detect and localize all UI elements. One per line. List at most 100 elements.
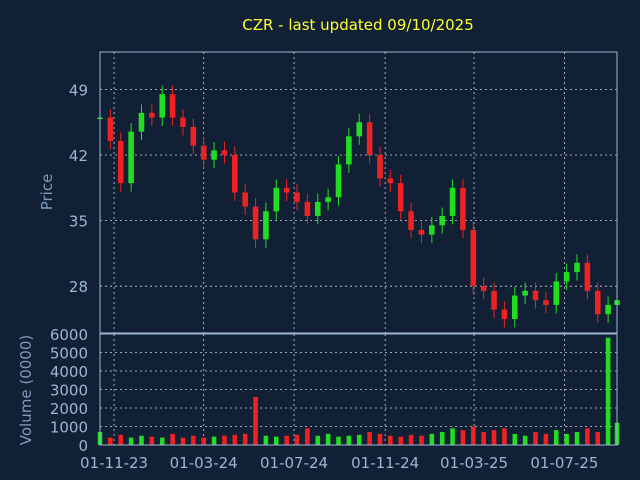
candle-body bbox=[418, 229, 425, 235]
candle-body bbox=[480, 286, 487, 291]
volume-y-tick-label: 4000 bbox=[50, 363, 88, 381]
volume-y-tick-label: 5000 bbox=[50, 345, 88, 363]
volume-bar bbox=[159, 437, 165, 445]
volume-bar bbox=[108, 437, 113, 445]
candle-body bbox=[594, 290, 601, 315]
candle-body bbox=[563, 272, 570, 282]
candle-body bbox=[211, 150, 217, 160]
volume-bar bbox=[491, 430, 497, 445]
candle-body bbox=[273, 187, 280, 212]
volume-bar bbox=[367, 432, 372, 445]
volume-bar bbox=[450, 428, 455, 445]
volume-bar bbox=[128, 437, 134, 445]
candle-body bbox=[325, 197, 331, 202]
candle-body bbox=[242, 192, 248, 207]
volume-bar bbox=[222, 435, 227, 445]
volume-bar bbox=[398, 436, 404, 445]
candle-body bbox=[366, 122, 373, 156]
price-y-ticks: 28 35 42 49 bbox=[69, 81, 88, 296]
chart-title: CZR - last updated 09/10/2025 bbox=[242, 16, 474, 34]
volume-bar bbox=[294, 434, 300, 445]
price-candles bbox=[97, 85, 620, 328]
volume-bar bbox=[274, 436, 279, 445]
candle-body bbox=[200, 145, 207, 160]
x-tick-label: 01-07-24 bbox=[260, 454, 328, 472]
candle-body bbox=[397, 183, 404, 212]
price-y-tick-label: 42 bbox=[69, 147, 88, 165]
volume-bar bbox=[253, 396, 258, 445]
candle-body bbox=[439, 215, 445, 226]
volume-bar bbox=[191, 435, 196, 445]
volume-bar bbox=[325, 433, 331, 445]
candle-body bbox=[346, 136, 352, 165]
volume-bar bbox=[522, 435, 528, 445]
volume-bar bbox=[595, 432, 601, 445]
volume-bar bbox=[263, 435, 269, 445]
volume-bar bbox=[533, 432, 538, 445]
candle-body bbox=[511, 295, 518, 319]
candle-body bbox=[221, 150, 228, 156]
volume-bar bbox=[460, 430, 466, 445]
volume-bar bbox=[502, 428, 507, 445]
price-y-tick-label: 28 bbox=[69, 278, 88, 296]
volume-bar bbox=[170, 433, 175, 445]
candle-body bbox=[190, 126, 197, 146]
volume-bar bbox=[211, 436, 217, 445]
volume-bar bbox=[543, 433, 549, 445]
candle-body bbox=[149, 112, 155, 118]
volume-bar bbox=[408, 434, 414, 445]
candle-body bbox=[159, 94, 166, 118]
candle-body bbox=[605, 304, 611, 315]
volume-axis-label: Volume (0000) bbox=[17, 335, 35, 445]
candle-body bbox=[470, 229, 477, 287]
candle-body bbox=[107, 117, 114, 141]
volume-bar bbox=[201, 437, 206, 445]
volume-bar bbox=[336, 436, 341, 445]
candle-body bbox=[449, 187, 456, 216]
candle-body bbox=[283, 187, 290, 193]
candle-body bbox=[543, 300, 549, 305]
candle-body bbox=[377, 155, 383, 179]
price-panel: 28 35 42 49 Price bbox=[38, 51, 620, 334]
volume-bar bbox=[439, 432, 445, 445]
candle-body bbox=[387, 178, 394, 184]
x-tick-label: 01-11-23 bbox=[80, 454, 148, 472]
volume-bar bbox=[585, 428, 590, 445]
volume-bar bbox=[346, 435, 352, 445]
candle-body bbox=[117, 140, 124, 184]
volume-panel-frame bbox=[99, 333, 618, 446]
volume-bar bbox=[481, 432, 486, 445]
candle-body bbox=[180, 117, 186, 127]
x-tick-label: 01-03-25 bbox=[440, 454, 508, 472]
candle-body bbox=[335, 164, 342, 198]
volume-bar bbox=[139, 435, 144, 445]
volume-bar bbox=[180, 437, 186, 445]
candle-body bbox=[584, 262, 591, 291]
volume-y-tick-label: 1000 bbox=[50, 419, 88, 437]
volume-bar bbox=[553, 430, 559, 445]
volume-y-tick-label: 6000 bbox=[50, 326, 88, 344]
candle-body bbox=[408, 211, 414, 230]
volume-bar bbox=[605, 337, 611, 445]
candle-body bbox=[356, 122, 363, 137]
candle-body bbox=[263, 211, 269, 240]
volume-bar bbox=[305, 428, 310, 445]
candle-body bbox=[138, 112, 145, 132]
volume-bar bbox=[471, 426, 476, 445]
x-tick-label: 01-11-24 bbox=[351, 454, 419, 472]
x-axis-ticks: 01-11-23 01-03-24 01-07-24 01-11-24 01-03-25… bbox=[80, 454, 598, 472]
candle-body bbox=[460, 187, 466, 230]
candle-body bbox=[252, 206, 259, 240]
volume-bar bbox=[242, 433, 248, 445]
candle-body bbox=[128, 131, 134, 184]
price-axis-label: Price bbox=[38, 174, 56, 211]
candle-body bbox=[314, 201, 321, 216]
price-grid bbox=[100, 52, 617, 333]
x-tick-label: 01-07-25 bbox=[530, 454, 598, 472]
volume-bar bbox=[564, 433, 569, 445]
x-tick-label: 01-03-24 bbox=[170, 454, 238, 472]
candle-body bbox=[574, 262, 580, 273]
